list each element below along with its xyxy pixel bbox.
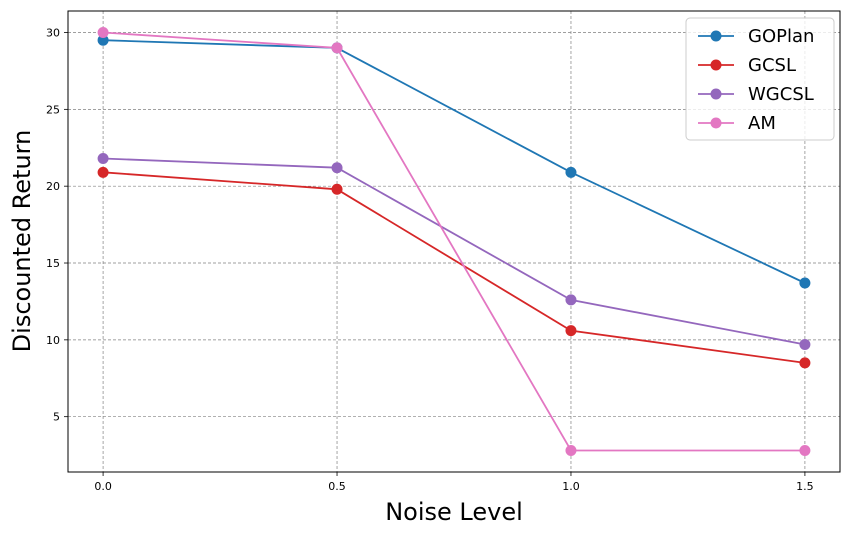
legend-label-wgcsl: WGCSL bbox=[748, 84, 814, 105]
legend-marker-am bbox=[710, 117, 722, 129]
series-gcsl bbox=[97, 166, 811, 369]
data-point-gcsl bbox=[799, 357, 811, 369]
legend-marker-gcsl bbox=[710, 59, 722, 71]
data-point-gcsl bbox=[565, 325, 577, 337]
data-point-gcsl bbox=[331, 183, 343, 195]
legend-label-goplan: GOPlan bbox=[748, 26, 814, 47]
y-axis-label: Discounted Return bbox=[8, 130, 36, 353]
y-tick-label: 30 bbox=[46, 27, 60, 40]
x-tick-label: 0.5 bbox=[328, 480, 346, 493]
data-point-am bbox=[565, 444, 577, 456]
legend-label-gcsl: GCSL bbox=[748, 55, 796, 76]
data-point-wgcsl bbox=[97, 153, 109, 165]
legend-marker-goplan bbox=[710, 30, 722, 42]
legend: GOPlan GCSL WGCSL AM bbox=[685, 17, 835, 141]
data-point-goplan bbox=[97, 34, 109, 46]
series-group bbox=[97, 27, 811, 456]
legend-marker-wgcsl bbox=[710, 88, 722, 100]
y-tick-label: 5 bbox=[53, 411, 60, 424]
y-tick-label: 15 bbox=[46, 257, 60, 270]
plot-area-frame bbox=[67, 10, 841, 473]
legend-label-am: AM bbox=[748, 113, 776, 134]
data-point-am bbox=[799, 444, 811, 456]
data-point-wgcsl bbox=[799, 338, 811, 350]
series-am bbox=[97, 27, 811, 456]
series-line-gcsl bbox=[103, 171, 806, 364]
y-tick-label: 10 bbox=[46, 334, 60, 347]
data-point-wgcsl bbox=[565, 294, 577, 306]
x-axis-label: Noise Level bbox=[385, 498, 523, 526]
series-line-am bbox=[103, 31, 805, 452]
series-wgcsl bbox=[97, 153, 811, 350]
y-axis-ticks: 5 10 15 20 25 30 bbox=[46, 27, 68, 424]
data-point-am bbox=[97, 27, 109, 39]
y-tick-label: 20 bbox=[46, 180, 60, 193]
legend-box bbox=[685, 17, 835, 141]
x-axis-ticks: 0.0 0.5 1.0 1.5 bbox=[94, 472, 814, 493]
data-point-wgcsl bbox=[331, 162, 343, 174]
series-line-goplan bbox=[103, 39, 806, 284]
y-tick-label: 25 bbox=[46, 103, 60, 116]
x-tick-label: 0.0 bbox=[94, 480, 112, 493]
x-tick-label: 1.0 bbox=[562, 480, 580, 493]
x-tick-label: 1.5 bbox=[796, 480, 814, 493]
data-point-goplan bbox=[799, 277, 811, 289]
series-line-wgcsl bbox=[103, 157, 806, 346]
data-point-gcsl bbox=[97, 166, 109, 178]
data-point-goplan bbox=[565, 166, 577, 178]
data-point-am bbox=[331, 42, 343, 54]
